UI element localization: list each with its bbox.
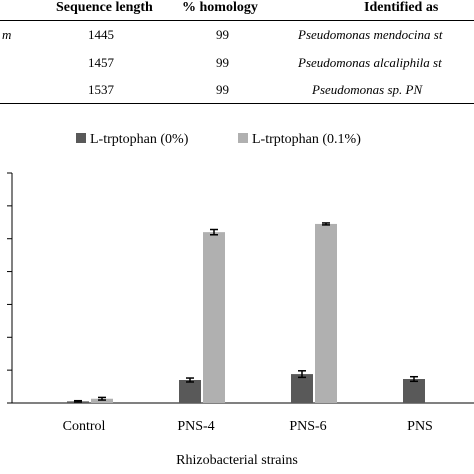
bar bbox=[91, 398, 113, 403]
row-homology: 99 bbox=[216, 55, 229, 70]
bar bbox=[315, 223, 337, 403]
bar-chart: L-trptophan (0%) L-trptophan (0.1%) Contr… bbox=[7, 132, 474, 468]
header-identified-as: Identified as bbox=[364, 0, 439, 15]
legend-swatch bbox=[238, 133, 248, 143]
x-axis-label: Rhizobacterial strains bbox=[176, 453, 298, 468]
row-length: 1537 bbox=[88, 82, 114, 97]
row-identified: Pseudomonas sp. PN bbox=[312, 82, 423, 97]
legend-swatch bbox=[76, 133, 86, 143]
bar bbox=[291, 374, 313, 403]
x-tick-label: PNS bbox=[407, 419, 433, 434]
row-homology: 99 bbox=[216, 27, 229, 42]
axes bbox=[7, 172, 474, 404]
table-header-rule bbox=[0, 20, 474, 21]
x-tick-labels: Control PNS-4 PNS-6 PNS bbox=[63, 419, 433, 434]
x-tick-label: Control bbox=[63, 419, 106, 434]
x-tick-label: PNS-6 bbox=[289, 419, 326, 434]
bar bbox=[403, 379, 425, 403]
row-length: 1457 bbox=[88, 55, 114, 70]
bar bbox=[203, 232, 225, 403]
row-identified: Pseudomonas alcaliphila st bbox=[298, 55, 442, 70]
header-sequence-length: Sequence length bbox=[56, 0, 153, 15]
table-bottom-rule bbox=[0, 103, 474, 104]
row-identified: Pseudomonas mendocina st bbox=[298, 27, 443, 42]
legend: L-trptophan (0%) L-trptophan (0.1%) bbox=[76, 132, 361, 147]
row-homology: 99 bbox=[216, 82, 229, 97]
bar bbox=[179, 380, 201, 403]
legend-label: L-trptophan (0.1%) bbox=[252, 132, 361, 147]
header-homology: % homology bbox=[182, 0, 258, 15]
x-tick-label: PNS-4 bbox=[177, 419, 214, 434]
legend-label: L-trptophan (0%) bbox=[90, 132, 189, 147]
row-prefix: m bbox=[2, 27, 12, 42]
row-length: 1445 bbox=[88, 27, 114, 42]
results-table: Sequence length % homology Identified as… bbox=[0, 0, 474, 108]
bars bbox=[67, 222, 425, 403]
